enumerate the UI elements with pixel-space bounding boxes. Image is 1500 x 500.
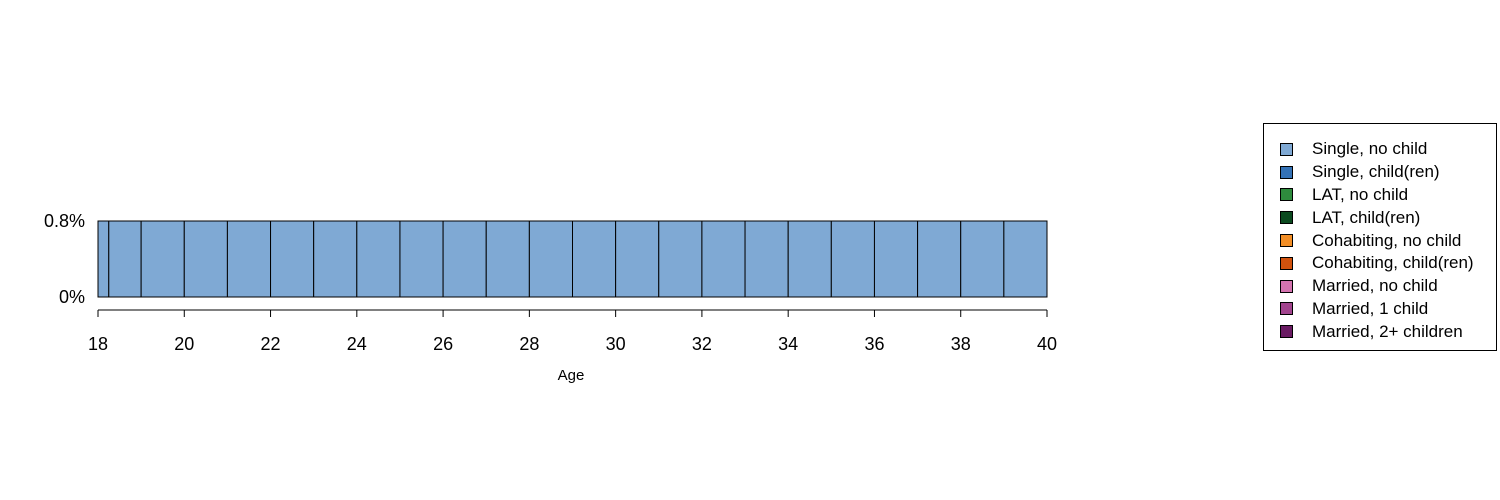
legend-swatch	[1280, 188, 1293, 202]
legend-label: Cohabiting, no child	[1312, 230, 1462, 250]
bars-layer	[97, 220, 1048, 298]
plot-area: 18 20 22 24 26 28 30 32 34 36 38 40 0% 0.8% Age	[44, 211, 1057, 384]
legend-swatch	[1280, 211, 1293, 225]
x-tick-label: 28	[519, 334, 539, 354]
legend-label: Cohabiting, child(ren)	[1312, 253, 1474, 273]
x-tick-label: 34	[778, 334, 798, 354]
bar-segment	[744, 220, 789, 298]
legend-swatch	[1280, 234, 1293, 248]
legend-item: Married, no child	[1280, 275, 1496, 298]
legend-label: Married, 1 child	[1312, 298, 1429, 318]
legend-item: Cohabiting, child(ren)	[1280, 252, 1496, 275]
legend-item: Cohabiting, no child	[1280, 229, 1496, 252]
bar-segment	[701, 220, 746, 298]
legend-swatch	[1280, 302, 1293, 316]
legend-swatch	[1280, 142, 1293, 156]
bar-segment	[485, 220, 530, 298]
legend-swatch	[1280, 165, 1293, 179]
x-tick-label: 30	[606, 334, 626, 354]
x-tick-label: 24	[347, 334, 367, 354]
x-tick-label: 20	[174, 334, 194, 354]
legend-item: LAT, no child	[1280, 184, 1496, 207]
x-tick-label: 38	[951, 334, 971, 354]
legend-item: LAT, child(ren)	[1280, 206, 1496, 229]
x-tick-label: 18	[88, 334, 108, 354]
legend-label: LAT, no child	[1312, 184, 1409, 204]
bar-segment	[313, 220, 358, 298]
legend-swatch	[1280, 325, 1293, 339]
legend-item: Single, no child	[1280, 138, 1496, 161]
legend-label: Single, child(ren)	[1312, 162, 1440, 182]
legend-label: Single, no child	[1312, 139, 1428, 159]
x-tick-label: 22	[261, 334, 281, 354]
y-axis: 0% 0.8%	[44, 211, 85, 307]
bar-segment	[399, 220, 444, 298]
bar-segment	[183, 220, 228, 298]
bar-segment	[226, 220, 272, 298]
bar-segment	[140, 220, 185, 298]
bar-segment	[615, 220, 660, 298]
bar-segment	[960, 220, 1005, 298]
bar-segment	[442, 220, 487, 298]
bar-segment	[108, 220, 142, 298]
legend-item: Single, child(ren)	[1280, 161, 1496, 184]
legend-label: Married, no child	[1312, 276, 1438, 296]
bar-segment	[528, 220, 574, 298]
x-tick-label: 32	[692, 334, 712, 354]
x-tick-label: 40	[1037, 334, 1057, 354]
legend: Single, no child Single, child(ren) LAT, n…	[1263, 123, 1497, 351]
bar-segment	[658, 220, 703, 298]
bar-segment	[356, 220, 401, 298]
bar-segment	[1003, 220, 1048, 298]
bar-segment	[873, 220, 919, 298]
x-axis-label: Age	[558, 367, 585, 384]
bar-segment	[97, 220, 110, 298]
bar-segment	[270, 220, 315, 298]
legend-label: LAT, child(ren)	[1312, 207, 1421, 227]
legend-swatch	[1280, 256, 1293, 270]
y-tick-label: 0%	[59, 287, 85, 307]
bar-segment	[572, 220, 617, 298]
legend-label: Married, 2+ children	[1312, 321, 1463, 341]
bar-segment	[787, 220, 832, 298]
x-tick-label: 26	[433, 334, 453, 354]
legend-swatch	[1280, 279, 1293, 293]
y-tick-label: 0.8%	[44, 211, 85, 231]
x-tick-label: 36	[864, 334, 884, 354]
legend-item: Married, 1 child	[1280, 298, 1496, 321]
legend-item: Married, 2+ children	[1280, 320, 1496, 343]
bar-segment	[830, 220, 875, 298]
x-axis: 18 20 22 24 26 28 30 32 34 36 38 40	[88, 309, 1057, 354]
bar-segment	[917, 220, 962, 298]
